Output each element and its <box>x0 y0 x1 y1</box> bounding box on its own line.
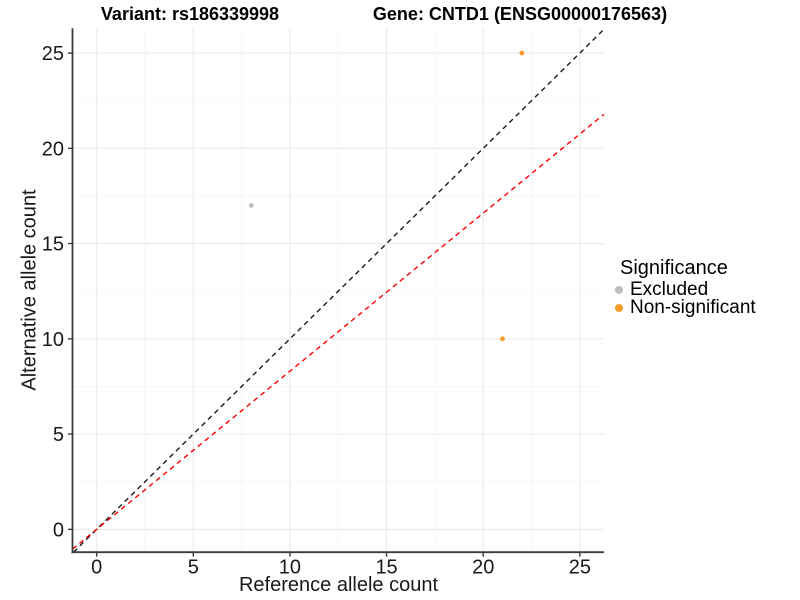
x-tick-label: 20 <box>472 557 494 579</box>
x-tick-label: 25 <box>569 557 591 579</box>
legend-dot-icon <box>615 286 623 294</box>
legend-dot-icon <box>615 304 623 312</box>
x-tick-label: 0 <box>91 557 102 579</box>
y-axis-title: Alternative allele count <box>18 189 41 391</box>
y-tick-label: 0 <box>53 519 64 541</box>
legend-item-label: Excluded <box>630 279 709 300</box>
legend-item: Non-significant <box>612 297 756 318</box>
y-tick-label: 10 <box>42 329 64 351</box>
legend-item: Excluded <box>612 279 756 300</box>
legend-title: Significance <box>620 257 728 279</box>
y-tick-label: 25 <box>42 43 64 65</box>
data-point <box>248 203 254 208</box>
legend-items: Excluded Non-significant <box>612 279 756 318</box>
x-tick-label: 10 <box>279 557 301 579</box>
data-point <box>500 336 505 342</box>
y-tick-label: 20 <box>42 138 64 160</box>
y-tick-label: 5 <box>53 424 64 446</box>
x-tick-label: 5 <box>188 557 199 579</box>
x-tick-label: 15 <box>375 557 397 579</box>
plot-title-variant: Variant: rs186339998 <box>100 4 280 24</box>
data-point <box>519 50 525 56</box>
expected-ratio-line <box>72 113 605 550</box>
identity-line <box>72 28 605 553</box>
plot-title-gene: Gene: CNTD1 (ENSG00000176563) <box>372 4 668 24</box>
x-axis-title: Reference allele count <box>238 574 438 596</box>
y-tick-label: 15 <box>42 234 64 256</box>
legend-item-label: Non-significant <box>630 297 756 318</box>
legend: Significance Excluded Non-significant <box>612 257 756 318</box>
